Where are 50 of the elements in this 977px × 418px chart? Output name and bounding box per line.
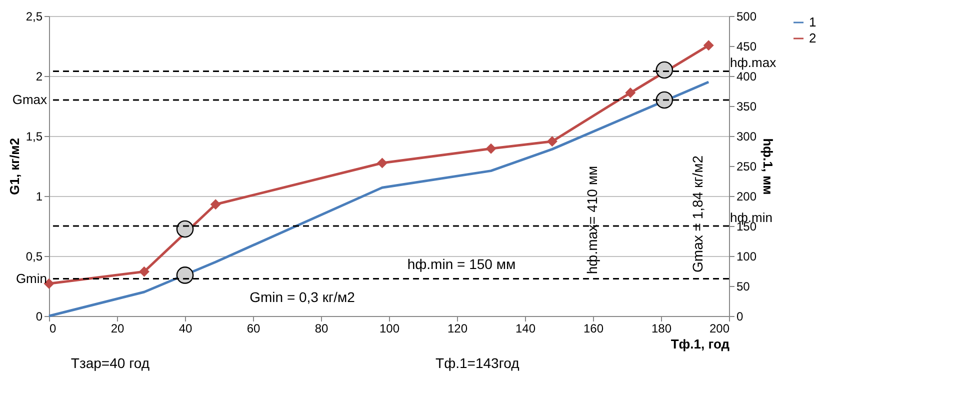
point [703, 40, 714, 51]
y2-tick-label: 250 [736, 160, 757, 174]
x-tick-label: 60 [246, 322, 260, 336]
y2-axis-title: hф.1, мм [760, 138, 776, 195]
text: Tзар=40 год [70, 355, 150, 371]
y2-tick-label: 300 [736, 130, 757, 144]
point [486, 143, 496, 154]
point [546, 136, 558, 147]
ref-line-label: hф.max [730, 55, 777, 70]
y-tick-label: 0,5 [26, 250, 43, 264]
y-tick-label: 2 [36, 70, 43, 84]
y-tick-label: 1 [36, 190, 43, 204]
ref-line-label: Gmax [12, 92, 48, 107]
annotation: hф.min = 150 мм [407, 256, 516, 272]
point [656, 61, 674, 79]
point [138, 266, 150, 277]
y-tick-label: 2,5 [26, 10, 43, 24]
legend-label: 1 [809, 14, 816, 30]
x-axis-title: Tф.1, год [670, 336, 730, 352]
text: Tф.1=143год [436, 355, 520, 371]
x-tick-label: 20 [110, 322, 124, 336]
annotation: Gmin = 0,3 кг/м2 [250, 289, 356, 305]
y2-tick-label: 50 [736, 280, 750, 294]
ref-line-label: Gmin [16, 270, 47, 286]
x-tick-label: 160 [583, 322, 604, 336]
line-series [48, 80, 710, 318]
y-tick-label: 0 [36, 310, 43, 324]
y2-tick-label: 450 [736, 40, 757, 54]
x-tick-label: 40 [178, 322, 192, 336]
y2-tick-label: 0 [736, 310, 744, 324]
annotation: hф.max= 410 мм [584, 166, 600, 274]
point [376, 158, 388, 168]
x-tick-label: 120 [447, 322, 468, 336]
y2-tick-label: 100 [736, 250, 757, 264]
legend-label: 2 [809, 30, 816, 46]
x-tick-label: 180 [651, 322, 672, 336]
y2-tick-label: 400 [736, 70, 757, 84]
x-tick-label: 0 [50, 322, 56, 336]
y-tick-label: 1,5 [26, 130, 43, 144]
point [210, 199, 221, 210]
y2-tick-label: 500 [736, 10, 757, 24]
x-tick-label: 100 [379, 322, 400, 336]
y-axis-title: G1, кг/м2 [6, 138, 22, 195]
y2-tick-label: 350 [736, 100, 757, 114]
point [176, 220, 194, 238]
x-tick-label: 140 [515, 322, 536, 336]
y2-tick-label: 200 [736, 190, 757, 204]
point [625, 88, 636, 98]
x-tick-label: 200 [709, 322, 730, 336]
x-tick-label: 80 [314, 322, 328, 336]
